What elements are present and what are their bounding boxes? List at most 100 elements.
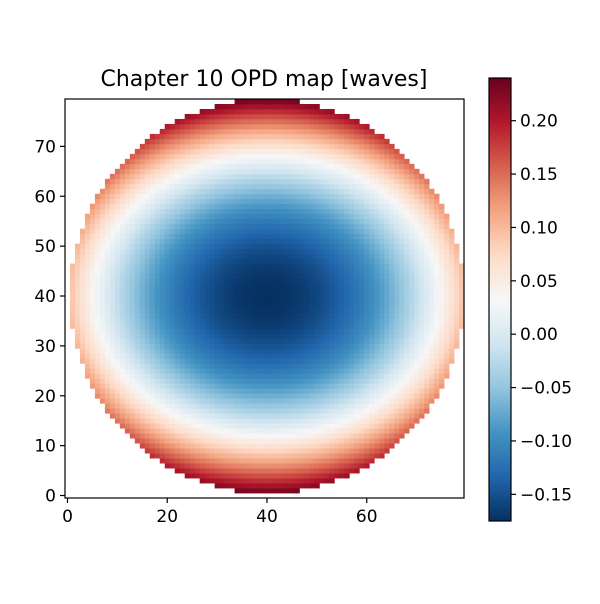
heatmap-cell bbox=[459, 273, 465, 279]
heatmap-cell bbox=[424, 208, 430, 215]
heatmap-cell bbox=[204, 453, 211, 459]
heatmap-cell bbox=[209, 218, 216, 225]
heatmap-cell bbox=[389, 438, 395, 444]
heatmap-cell bbox=[349, 388, 355, 394]
heatmap-cell bbox=[109, 203, 116, 210]
heatmap-cell bbox=[294, 348, 300, 354]
heatmap-cell bbox=[339, 363, 345, 369]
heatmap-cell bbox=[324, 473, 330, 479]
heatmap-cell bbox=[264, 363, 270, 369]
heatmap-cell bbox=[379, 318, 385, 324]
heatmap-cell bbox=[189, 438, 196, 444]
heatmap-cell bbox=[189, 458, 196, 464]
heatmap-cell bbox=[434, 233, 440, 240]
heatmap-cell bbox=[259, 353, 265, 359]
heatmap-cell bbox=[404, 358, 410, 364]
heatmap-cell bbox=[404, 208, 410, 215]
heatmap-cell bbox=[204, 438, 211, 444]
heatmap-cell bbox=[319, 258, 325, 264]
heatmap-cell bbox=[219, 428, 225, 434]
heatmap-cell bbox=[364, 328, 370, 334]
heatmap-cell bbox=[139, 368, 146, 374]
heatmap-cell bbox=[244, 378, 250, 384]
heatmap-cell bbox=[269, 438, 275, 444]
heatmap-cell bbox=[334, 208, 340, 215]
heatmap-cell bbox=[359, 343, 365, 349]
heatmap-cell bbox=[149, 388, 156, 394]
heatmap-cell bbox=[424, 253, 430, 259]
heatmap-cell bbox=[174, 438, 181, 444]
heatmap-cell bbox=[239, 403, 245, 409]
heatmap-cell bbox=[74, 248, 81, 255]
heatmap-cell bbox=[389, 203, 395, 210]
heatmap-cell bbox=[274, 133, 280, 140]
heatmap-cell bbox=[409, 293, 415, 299]
heatmap-cell bbox=[219, 113, 225, 120]
heatmap-cell bbox=[454, 323, 460, 329]
heatmap-cell bbox=[309, 133, 315, 140]
heatmap-cell bbox=[299, 468, 305, 474]
heatmap-cell bbox=[184, 423, 191, 429]
heatmap-cell bbox=[414, 278, 420, 284]
heatmap-cell bbox=[409, 173, 415, 180]
heatmap-cell bbox=[279, 438, 285, 444]
heatmap-cell bbox=[199, 253, 206, 259]
heatmap-cell bbox=[304, 263, 310, 269]
heatmap-cell bbox=[364, 388, 370, 394]
heatmap-cell bbox=[214, 228, 221, 235]
heatmap-cell bbox=[359, 133, 365, 140]
heatmap-cell bbox=[344, 148, 350, 155]
y-tick-label: 20 bbox=[34, 387, 56, 407]
heatmap-cell bbox=[394, 218, 400, 225]
heatmap-cell bbox=[384, 233, 390, 240]
heatmap-cell bbox=[89, 328, 96, 334]
heatmap-cell bbox=[249, 343, 255, 349]
heatmap-cell bbox=[309, 203, 315, 210]
heatmap-cell bbox=[364, 368, 370, 374]
heatmap-cell bbox=[234, 418, 240, 424]
heatmap-cell bbox=[209, 273, 216, 279]
heatmap-cell bbox=[164, 368, 171, 374]
heatmap-cell bbox=[279, 223, 285, 230]
heatmap-cell bbox=[384, 303, 390, 309]
heatmap-cell bbox=[269, 263, 275, 269]
heatmap-cell bbox=[134, 268, 141, 274]
heatmap-cell bbox=[139, 288, 146, 294]
heatmap-cell bbox=[214, 233, 221, 240]
heatmap-cell bbox=[149, 373, 156, 379]
heatmap-cell bbox=[234, 378, 240, 384]
heatmap-cell bbox=[229, 398, 235, 404]
heatmap-cell bbox=[359, 248, 365, 255]
heatmap-cell bbox=[259, 338, 265, 344]
heatmap-cell bbox=[424, 403, 430, 409]
heatmap-cell bbox=[394, 408, 400, 414]
heatmap-cell bbox=[304, 253, 310, 259]
heatmap-cell bbox=[99, 338, 106, 344]
heatmap-cell bbox=[279, 218, 285, 225]
heatmap-cell bbox=[314, 138, 320, 145]
heatmap-cell bbox=[209, 268, 216, 274]
heatmap-cell bbox=[379, 343, 385, 349]
heatmap-cell bbox=[284, 368, 290, 374]
heatmap-cell bbox=[319, 198, 325, 205]
heatmap-cell bbox=[309, 368, 315, 374]
heatmap-cell bbox=[299, 268, 305, 274]
heatmap-cell bbox=[79, 268, 86, 274]
heatmap-cell bbox=[324, 208, 330, 215]
heatmap-cell bbox=[414, 388, 420, 394]
heatmap-cell bbox=[339, 208, 345, 215]
heatmap-cell bbox=[384, 258, 390, 264]
heatmap-cell bbox=[439, 288, 445, 294]
heatmap-cell bbox=[99, 203, 106, 210]
heatmap-cell bbox=[349, 208, 355, 215]
heatmap-cell bbox=[179, 233, 186, 240]
heatmap-cell bbox=[279, 293, 285, 299]
heatmap-cell bbox=[169, 388, 176, 394]
heatmap-cell bbox=[309, 458, 315, 464]
heatmap-cell bbox=[389, 228, 395, 235]
heatmap-cell bbox=[259, 433, 265, 439]
heatmap-cell bbox=[404, 203, 410, 210]
heatmap-cell bbox=[304, 338, 310, 344]
heatmap-cell bbox=[444, 363, 450, 369]
heatmap-cell bbox=[369, 233, 375, 240]
